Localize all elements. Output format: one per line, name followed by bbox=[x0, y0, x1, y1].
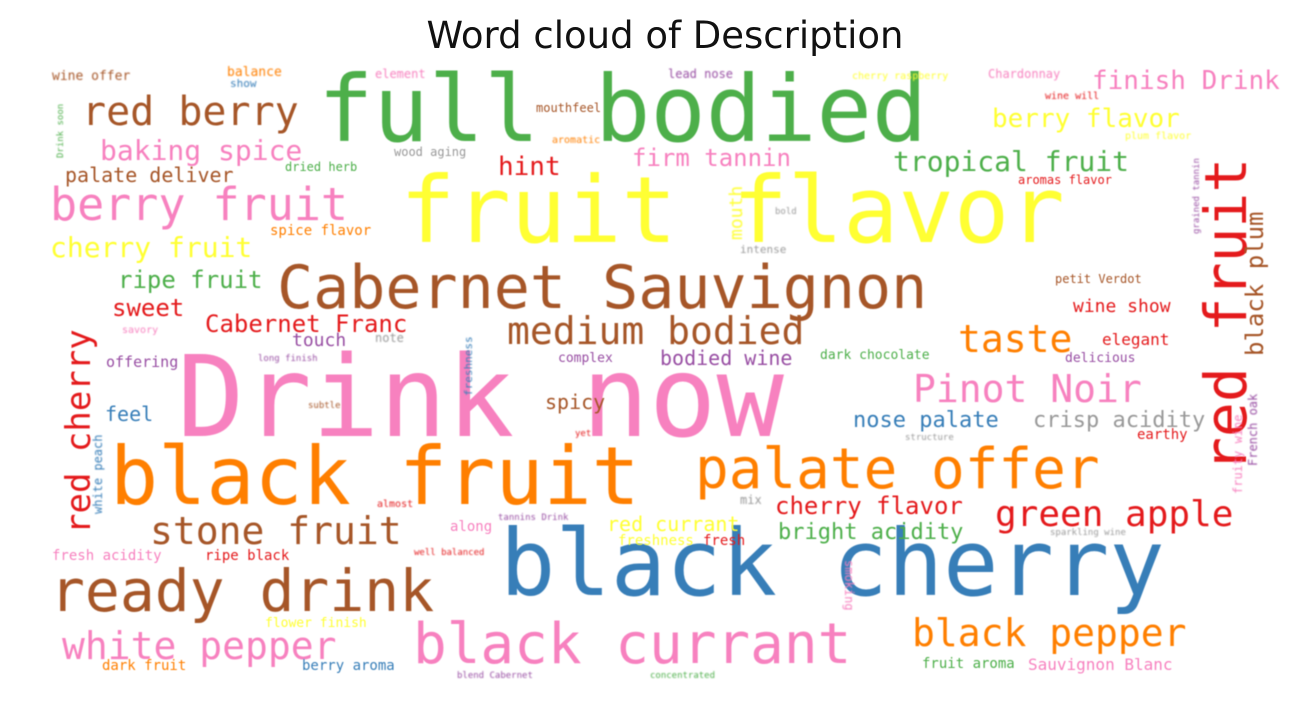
word-mouth: mouth bbox=[726, 185, 747, 240]
word-show: show bbox=[230, 77, 257, 90]
word-berry-flavor: berry flavor bbox=[992, 104, 1180, 134]
word-french-oak: French oak bbox=[1246, 393, 1260, 466]
word-stone-fruit: stone fruit bbox=[150, 509, 402, 553]
word-cherry-flavor: cherry flavor bbox=[775, 492, 963, 520]
word-bodied-wine: bodied wine bbox=[660, 346, 793, 370]
word-palate-deliver: palate deliver bbox=[65, 163, 234, 187]
word-wine-show: wine show bbox=[1073, 296, 1171, 317]
word-fruit-flavor: fruit flavor bbox=[400, 157, 1065, 264]
word-fruity-wine: fruity wine bbox=[1231, 414, 1245, 494]
word-elegant: elegant bbox=[1102, 330, 1170, 349]
word-intense: intense bbox=[740, 243, 787, 256]
word-touch: touch bbox=[292, 330, 347, 351]
word-tannins-drink: tannins Drink bbox=[498, 513, 569, 523]
word-full-bodied: full bodied bbox=[318, 62, 928, 163]
word-crisp-acidity: crisp acidity bbox=[1033, 408, 1206, 433]
word-white-peach: white peach bbox=[91, 434, 105, 514]
word-black-fruit: black fruit bbox=[110, 430, 640, 523]
word-taste: taste bbox=[958, 317, 1073, 361]
word-subtle: subtle bbox=[308, 401, 341, 411]
word-feel: feel bbox=[105, 402, 154, 426]
word-ripe-fruit: ripe fruit bbox=[118, 266, 263, 294]
word-black-cherry: black cherry bbox=[500, 510, 1165, 617]
word-fresh-acidity: fresh acidity bbox=[52, 548, 162, 564]
word-freshness-vertical: freshness bbox=[462, 336, 475, 396]
word-dark-chocolate: dark chocolate bbox=[820, 348, 930, 363]
word-red-berry: red berry bbox=[82, 89, 299, 135]
word-bright-acidity: bright acidity bbox=[778, 520, 964, 545]
word-note: note bbox=[375, 331, 404, 345]
word-petit-verdot: petit Verdot bbox=[1055, 272, 1142, 286]
word-nose-palate: nose palate bbox=[853, 408, 999, 433]
word-wood-aging: wood aging bbox=[394, 145, 467, 159]
word-smoking: smoking bbox=[842, 560, 856, 611]
word-white-pepper: white pepper bbox=[62, 624, 337, 668]
word-palate-offer: palate offer bbox=[695, 437, 1100, 502]
word-black-plum: black plum bbox=[1241, 211, 1269, 357]
word-offering: offering bbox=[106, 353, 179, 371]
word-wine-will: wine will bbox=[1045, 91, 1100, 102]
word-dried-herb: dried herb bbox=[285, 160, 358, 174]
word-ready-drink: ready drink bbox=[50, 557, 435, 625]
word-berry-aroma: berry aroma bbox=[302, 658, 395, 674]
word-freshness: freshness bbox=[618, 533, 694, 549]
word-aromas-flavor: aromas flavor bbox=[1018, 173, 1112, 187]
word-pinot-noir: Pinot Noir bbox=[913, 367, 1142, 411]
word-lead-nose: lead nose bbox=[668, 67, 734, 81]
word-red-currant: red currant bbox=[607, 512, 740, 536]
word-firm-tannin: firm tannin bbox=[632, 144, 791, 172]
word-black-currant: black currant bbox=[413, 612, 852, 677]
word-cloud: Drink now fruit flavor full bodied black… bbox=[40, 62, 1290, 698]
word-finish-drink: finish Drink bbox=[1092, 66, 1280, 96]
word-sauvignon-blanc: Sauvignon Blanc bbox=[1028, 655, 1173, 674]
word-delicious: delicious bbox=[1065, 351, 1136, 366]
word-chardonnay: Chardonnay bbox=[988, 67, 1061, 81]
word-mouthfeel: mouthfeel bbox=[536, 101, 602, 115]
word-drink-soon: Drink soon bbox=[56, 103, 66, 158]
word-sweet: sweet bbox=[112, 294, 185, 322]
word-concentrated: concentrated bbox=[650, 671, 716, 681]
word-dark-fruit: dark fruit bbox=[102, 658, 187, 674]
chart-title: Word cloud of Description bbox=[426, 14, 904, 57]
word-structure: structure bbox=[905, 433, 954, 443]
word-fruit-aroma: fruit aroma bbox=[922, 656, 1015, 672]
word-berry-fruit: berry fruit bbox=[50, 178, 349, 231]
word-drink-now: Drink now bbox=[177, 333, 784, 463]
word-cabernet-sauvignon: Cabernet Sauvignon bbox=[277, 253, 928, 323]
word-yet: yet bbox=[575, 429, 592, 439]
word-grained-tannin: grained tannin bbox=[1192, 158, 1202, 234]
word-aromatic: aromatic bbox=[552, 135, 601, 146]
word-hint: hint bbox=[498, 152, 561, 182]
word-baking-spice: baking spice bbox=[100, 134, 303, 167]
word-balance: balance bbox=[227, 65, 282, 80]
word-plum-flavor: plum flavor bbox=[1125, 131, 1192, 142]
word-sparkling-wine: sparkling wine bbox=[1050, 528, 1126, 538]
word-wine-offer: wine offer bbox=[52, 69, 131, 84]
word-long-finish: long finish bbox=[258, 354, 318, 364]
word-earthy: earthy bbox=[1137, 427, 1188, 443]
word-tropical-fruit: tropical fruit bbox=[893, 145, 1130, 178]
word-green-apple: green apple bbox=[995, 494, 1234, 535]
word-bold: bold bbox=[775, 207, 797, 217]
word-blend-cabernet: blend Cabernet bbox=[457, 671, 533, 681]
word-ripe-black: ripe black bbox=[205, 548, 290, 564]
word-flower-finish: flower finish bbox=[265, 616, 367, 631]
word-element: element bbox=[375, 67, 426, 81]
word-cherry-raspberry: cherry raspberry bbox=[852, 71, 949, 82]
word-black-pepper: black pepper bbox=[912, 611, 1187, 655]
word-spice-flavor: spice flavor bbox=[270, 223, 372, 239]
word-savory: savory bbox=[122, 325, 159, 336]
word-medium-bodied: medium bodied bbox=[507, 309, 805, 353]
word-cherry-fruit: cherry fruit bbox=[50, 231, 253, 264]
word-cabernet-franc: Cabernet Franc bbox=[205, 310, 408, 338]
word-along: along bbox=[450, 519, 493, 535]
word-almost: almost bbox=[377, 499, 414, 510]
word-complex: complex bbox=[558, 351, 613, 366]
word-spicy: spicy bbox=[545, 390, 606, 414]
word-well-balanced: well balanced bbox=[414, 548, 485, 558]
word-mix: mix bbox=[740, 493, 762, 507]
word-fresh: fresh bbox=[703, 533, 746, 549]
